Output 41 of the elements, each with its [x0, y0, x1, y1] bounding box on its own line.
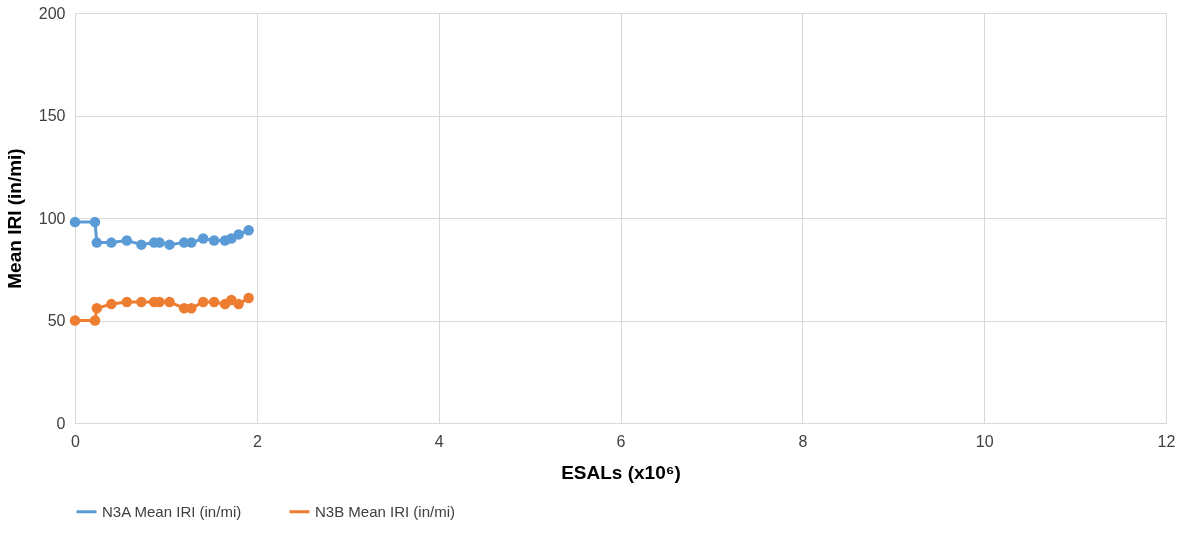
point	[243, 292, 254, 304]
x-tick-label: 8	[798, 432, 808, 450]
point	[208, 296, 220, 308]
x-tick-label: 10	[975, 432, 994, 450]
point	[89, 216, 101, 228]
point	[197, 296, 209, 308]
point	[136, 296, 147, 308]
y-tick-label: 200	[38, 4, 66, 22]
point	[226, 233, 237, 244]
x-tick-label: 2	[252, 432, 262, 450]
point	[121, 296, 133, 308]
y-tick-label: 0	[56, 414, 66, 432]
y-tick-label: 100	[38, 209, 66, 227]
x-axis-title: ESALs (x10⁶)	[561, 461, 681, 483]
point	[186, 302, 197, 314]
point	[233, 298, 244, 310]
point	[164, 296, 175, 308]
point	[91, 302, 103, 314]
point	[106, 298, 117, 310]
point	[69, 315, 81, 326]
x-tick-label: 4	[434, 432, 444, 450]
point	[186, 237, 197, 248]
point	[121, 235, 133, 246]
point	[197, 233, 209, 244]
point	[69, 216, 81, 228]
y-axis-title: Mean IRI (in/mi)	[3, 148, 25, 289]
point	[89, 315, 101, 326]
point	[106, 237, 117, 248]
x-tick-label: 6	[616, 432, 626, 450]
point	[208, 235, 220, 246]
x-tick-label: 0	[71, 432, 81, 450]
y-tick-label: 150	[38, 107, 66, 124]
legend-label: N3A Mean IRI (in/mi)	[102, 502, 242, 520]
point	[233, 229, 244, 240]
legend-label: N3B Mean IRI (in/mi)	[315, 502, 456, 520]
x-tick-label: 12	[1157, 432, 1176, 450]
point	[164, 239, 175, 250]
point	[243, 225, 254, 236]
point	[91, 237, 103, 248]
point	[136, 239, 147, 250]
y-tick-label: 50	[47, 312, 66, 329]
